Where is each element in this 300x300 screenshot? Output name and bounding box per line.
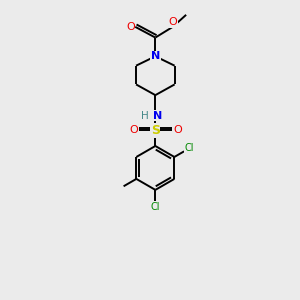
- Text: N: N: [153, 111, 162, 121]
- Text: Cl: Cl: [184, 143, 194, 153]
- Text: H: H: [141, 111, 149, 121]
- Text: Cl: Cl: [151, 202, 160, 212]
- Text: O: O: [173, 125, 182, 136]
- Text: S: S: [151, 124, 160, 137]
- Text: O: O: [168, 17, 177, 27]
- Text: O: O: [129, 125, 138, 136]
- Text: O: O: [126, 22, 135, 32]
- Text: N: N: [151, 51, 160, 61]
